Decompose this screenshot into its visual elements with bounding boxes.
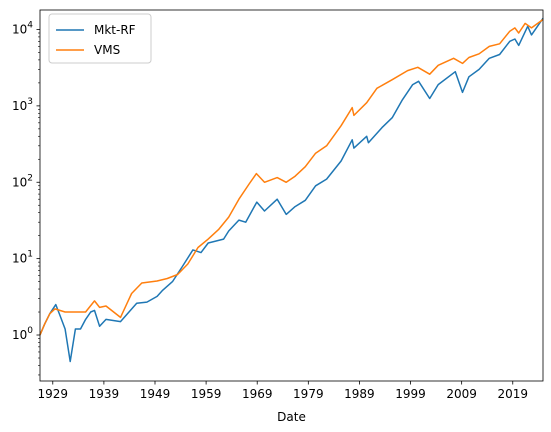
x-tick-label: 2009 <box>446 387 477 401</box>
x-tick-label: 1929 <box>38 387 69 401</box>
series-line-2 <box>39 18 544 336</box>
legend-label-1: Mkt-RF <box>94 23 136 37</box>
y-tick-label: 104 <box>12 20 33 36</box>
x-axis-title: Date <box>277 410 306 424</box>
x-tick-label: 1949 <box>140 387 171 401</box>
y-tick-label: 101 <box>12 250 33 266</box>
x-tick-label: 1959 <box>191 387 222 401</box>
x-tick-label: 2019 <box>497 387 528 401</box>
x-tick-label: 1979 <box>293 387 324 401</box>
y-tick-label: 100 <box>12 326 33 342</box>
x-axis: 1929 1939 1949 1959 1969 1979 1989 1999 2009 2019 <box>38 381 528 401</box>
plot-frame <box>39 9 544 382</box>
x-tick-label: 1989 <box>344 387 375 401</box>
y-tick-label: 102 <box>12 173 33 189</box>
y-axis: 100 101 102 103 104 <box>12 20 40 376</box>
x-tick-label: 1939 <box>89 387 120 401</box>
plot-lines <box>39 17 544 363</box>
x-tick-label: 1999 <box>395 387 426 401</box>
series-line-1 <box>39 17 544 363</box>
y-tick-label: 103 <box>12 97 33 113</box>
x-tick-label: 1969 <box>242 387 273 401</box>
legend-label-2: VMS <box>94 43 120 57</box>
legend: Mkt-RF VMS <box>48 13 152 64</box>
